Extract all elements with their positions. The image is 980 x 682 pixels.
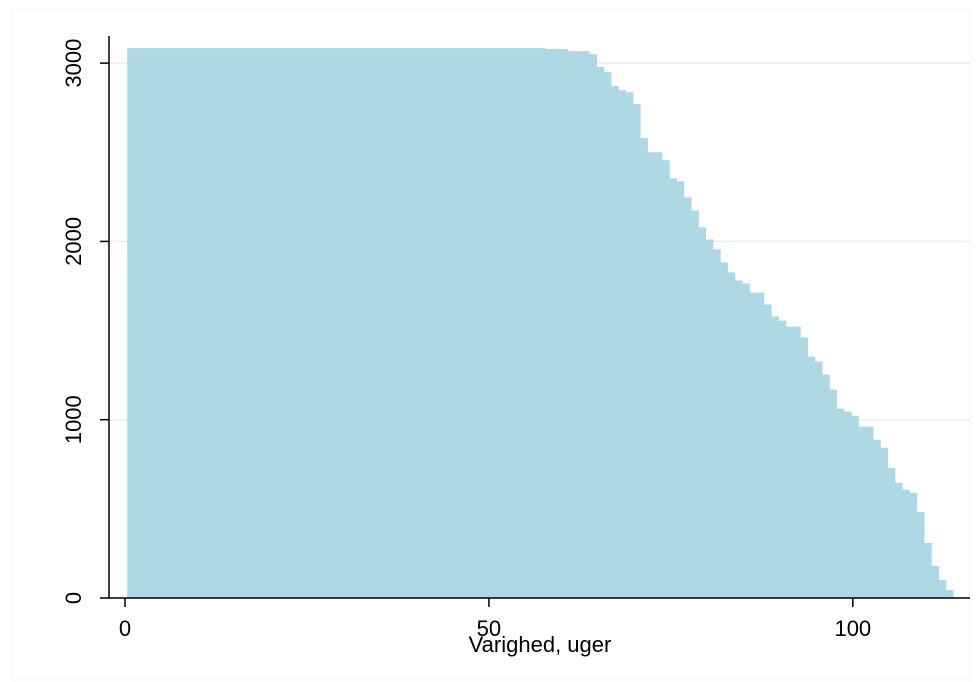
bar [924,542,932,598]
bar [764,304,772,598]
bar [640,138,648,599]
bar [662,160,670,598]
bar [822,374,830,598]
bar [895,482,903,598]
bar [596,67,605,598]
bar [851,415,859,598]
bar [778,320,787,598]
bar [931,565,940,598]
y-tick-label: 2000 [61,217,86,266]
bar [683,197,692,599]
bar [698,227,707,598]
bar [618,90,627,598]
bar [545,49,568,598]
bar [720,262,728,598]
bar [836,408,845,598]
x-tick-label: 0 [119,616,131,641]
bar [814,361,823,598]
bar [771,316,779,598]
y-tick-label: 1000 [61,395,86,444]
bar [742,283,750,598]
bar [902,489,910,598]
x-tick-label: 100 [834,616,871,641]
x-axis-label: Varighed, uger [469,632,612,657]
bar [611,86,619,598]
frame [11,9,971,681]
bar [916,511,925,598]
bar [691,210,699,599]
bar [734,280,743,598]
bar [800,337,808,598]
bar [945,589,954,598]
bar [880,447,889,598]
y-tick-label: 3000 [61,39,86,88]
bar [669,178,677,598]
y-tick-label: 0 [61,592,86,604]
bar [647,152,663,598]
bar [749,292,765,598]
bar [603,72,612,598]
bar [676,181,685,598]
bar [887,467,896,598]
bar [909,492,918,598]
bar [873,439,881,598]
bar [829,389,838,598]
bar [938,579,947,598]
bar [727,272,736,598]
bar [713,249,721,598]
bar [705,239,714,598]
bar [844,411,852,598]
bar [858,426,874,598]
x-tick-label: 50 [477,616,501,641]
bar [807,356,816,598]
bar [785,326,801,598]
bar [127,48,546,598]
bar [567,51,590,598]
bar [633,104,641,598]
bar [589,54,597,599]
bar [625,92,634,598]
